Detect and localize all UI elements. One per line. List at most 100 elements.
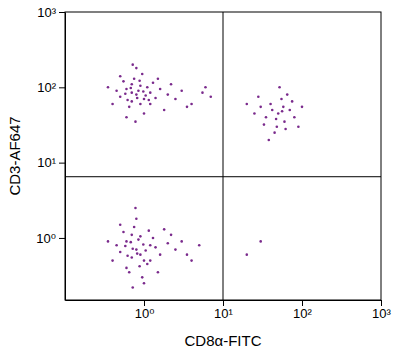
point (149, 103, 152, 106)
y-axis-line (65, 13, 66, 301)
point (271, 109, 274, 112)
point (143, 98, 146, 101)
point (128, 106, 131, 109)
point (143, 282, 146, 285)
point (263, 123, 266, 126)
point (142, 243, 145, 246)
point (186, 106, 189, 109)
y-tick: 10¹ (37, 155, 65, 170)
point (122, 80, 125, 83)
y-tick-mark (59, 163, 65, 164)
point (126, 99, 129, 102)
point (286, 93, 289, 96)
point (122, 231, 125, 234)
point (154, 97, 157, 100)
point (137, 89, 140, 92)
point (107, 86, 110, 89)
point (170, 234, 173, 237)
point (143, 112, 146, 115)
point (115, 89, 118, 92)
point (291, 100, 294, 103)
point (128, 271, 131, 274)
point (253, 112, 256, 115)
plot-frame (65, 12, 381, 300)
point (119, 251, 122, 254)
point (131, 286, 134, 289)
x-tick-label: 10¹ (214, 306, 233, 321)
point (204, 86, 207, 89)
x-tick: 10¹ (214, 300, 233, 321)
point (139, 84, 142, 87)
point (126, 254, 129, 257)
point (119, 223, 122, 226)
point (129, 87, 132, 90)
point (134, 120, 137, 123)
point (283, 120, 286, 123)
point (149, 91, 152, 94)
point (259, 240, 262, 243)
point (174, 98, 177, 101)
point (245, 253, 248, 256)
x-tick-label: 10⁰ (135, 306, 155, 321)
x-tick-mark (144, 300, 145, 306)
point (245, 103, 248, 106)
point (180, 89, 183, 92)
point (119, 75, 122, 78)
point (124, 93, 127, 96)
point (268, 139, 271, 142)
point (275, 118, 278, 121)
point (134, 207, 137, 210)
point (288, 109, 291, 112)
point (280, 98, 283, 101)
y-tick-label: 10¹ (37, 155, 56, 170)
point (138, 265, 141, 268)
point (269, 103, 272, 106)
point (259, 106, 262, 109)
point (111, 103, 114, 106)
x-tick-label: 10² (293, 306, 312, 321)
point (297, 125, 300, 128)
point (159, 253, 162, 256)
point (163, 109, 166, 112)
point (135, 248, 138, 251)
point (135, 93, 138, 96)
point (293, 116, 296, 119)
point (119, 95, 122, 98)
y-tick-label: 10² (37, 80, 56, 95)
point (276, 125, 279, 128)
point (139, 103, 142, 106)
y-tick-label: 10³ (37, 5, 56, 20)
point (186, 253, 189, 256)
x-tick-mark (381, 300, 382, 306)
point (157, 77, 160, 80)
point (136, 97, 139, 100)
point (125, 88, 128, 91)
point (146, 86, 149, 89)
point (115, 244, 118, 247)
point (125, 240, 128, 243)
x-axis-title: CD8α-FITC (185, 332, 262, 349)
point (180, 240, 183, 243)
point (149, 259, 152, 262)
point (281, 110, 284, 113)
point (130, 91, 133, 94)
point (135, 217, 138, 220)
y-tick-mark (59, 238, 65, 239)
point (142, 90, 145, 93)
x-tick-mark (302, 300, 303, 306)
point (143, 259, 146, 262)
point (174, 248, 177, 251)
point (278, 86, 281, 89)
point (130, 234, 133, 237)
point (107, 240, 110, 243)
x-tick: 10³ (372, 300, 391, 321)
point (170, 83, 173, 86)
x-axis: 10⁰ 10¹ 10² 10³ (66, 300, 392, 321)
point (124, 245, 127, 248)
point (166, 242, 169, 245)
y-tick: 10² (37, 80, 65, 95)
point (301, 106, 304, 109)
point (149, 244, 152, 247)
quadrant-line-y (65, 176, 381, 177)
point (147, 229, 150, 232)
